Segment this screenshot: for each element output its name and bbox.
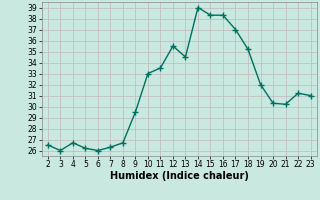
X-axis label: Humidex (Indice chaleur): Humidex (Indice chaleur) [110, 171, 249, 181]
